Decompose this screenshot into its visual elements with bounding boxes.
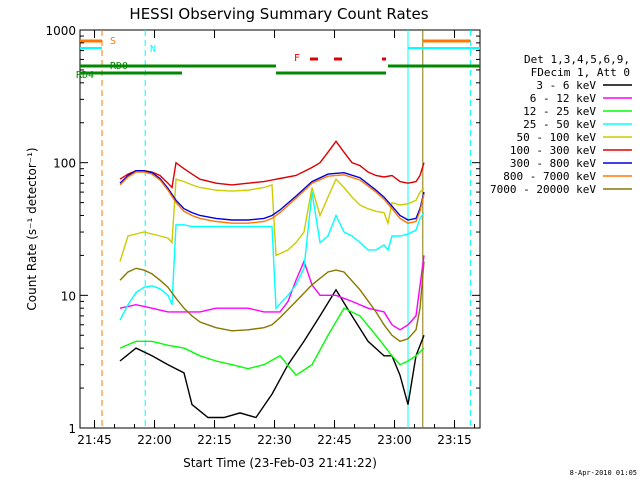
legend-header-1: Det 1,3,4,5,6,9, xyxy=(524,53,630,66)
legend-label-4: 50 - 100 keV xyxy=(517,131,597,144)
state-bars xyxy=(80,39,480,75)
annotation-n: N xyxy=(150,44,156,55)
series-lines xyxy=(119,140,425,419)
legend-label-8: 7000 - 20000 keV xyxy=(490,183,596,196)
series-line-8 xyxy=(119,261,425,343)
plot-area: 21:45 22:00 22:15 22:30 22:45 23:00 23:15 1101… xyxy=(45,24,481,447)
legend-label-1: 6 - 12 keV xyxy=(530,92,597,105)
annotation-rd0: RD0 xyxy=(110,61,128,72)
y-tick-label-1: 10 xyxy=(61,289,76,303)
plot-frame xyxy=(79,29,481,429)
legend-label-3: 25 - 50 keV xyxy=(523,118,596,131)
annotation-f: F xyxy=(294,53,300,64)
y-tick-label-2: 100 xyxy=(53,157,76,171)
x-ticks: 21:45 22:00 22:15 22:30 22:45 23:00 23:15 xyxy=(77,30,476,447)
legend-label-2: 12 - 25 keV xyxy=(523,105,596,118)
x-tick-label-6: 23:15 xyxy=(437,433,472,447)
x-tick-label-5: 23:00 xyxy=(377,433,412,447)
legend-label-0: 3 - 6 keV xyxy=(536,79,596,92)
y-tick-label-0: 1 xyxy=(68,422,76,436)
annotation-s: S xyxy=(110,36,116,47)
series-line-2 xyxy=(119,307,425,377)
legend-label-5: 100 - 300 keV xyxy=(510,144,596,157)
x-axis-label: Start Time (23-Feb-03 21:41:22) xyxy=(183,456,377,470)
legend-header-2: FDecim 1, Att 0 xyxy=(531,66,630,79)
series-line-4 xyxy=(119,177,425,262)
y-ticks: 1 10 100 1000 xyxy=(45,24,480,436)
y-tick-label-3: 1000 xyxy=(45,24,76,38)
x-tick-label-4: 22:45 xyxy=(317,433,352,447)
x-tick-label-2: 22:15 xyxy=(197,433,232,447)
y-axis-label: Count Rate (s⁻¹ detector⁻¹) xyxy=(25,147,39,310)
legend-label-6: 300 - 800 keV xyxy=(510,157,596,170)
annotation-rd4: RD4 xyxy=(76,70,94,81)
series-line-0 xyxy=(119,288,425,419)
footer-date: 8-Apr-2010 01:05 xyxy=(570,469,637,477)
chart-title: HESSI Observing Summary Count Rates xyxy=(129,5,428,23)
x-tick-label-3: 22:30 xyxy=(257,433,292,447)
legend: Det 1,3,4,5,6,9, FDecim 1, Att 0 3 - 6 k… xyxy=(490,53,632,196)
series-line-6 xyxy=(119,169,425,221)
series-line-7 xyxy=(119,171,425,224)
x-tick-label-1: 22:00 xyxy=(137,433,172,447)
series-line-1 xyxy=(119,255,425,331)
series-line-5 xyxy=(119,140,425,190)
x-tick-label-0: 21:45 xyxy=(77,433,112,447)
series-line-3 xyxy=(119,191,425,321)
legend-label-7: 800 - 7000 keV xyxy=(503,170,596,183)
